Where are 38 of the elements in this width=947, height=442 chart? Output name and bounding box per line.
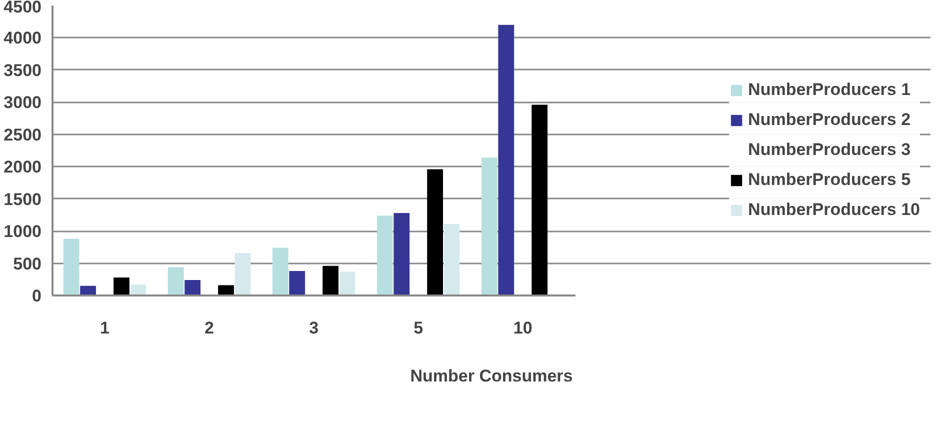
bar [289,271,306,296]
x-tick-label: 3 [309,318,319,338]
bar [322,266,338,296]
bar [184,280,201,296]
y-tick-label: 4000 [4,28,42,48]
text: NumberProducers 3 [748,140,911,160]
bar [234,252,251,296]
legend-label: NumberProducers 5 [748,170,911,190]
y-tick-label: 0 [32,286,42,306]
bar [498,24,514,296]
y-tick-label: 4500 [4,0,42,16]
bar [481,158,498,296]
bar [114,277,130,296]
bar [168,267,184,296]
bar [339,272,356,296]
x-tick-label: 2 [204,318,214,338]
y-tick-label: 2500 [4,125,42,144]
legend-label: NumberProducers 1 [748,80,911,100]
y-tick-label: 2000 [4,158,42,177]
legend-label: NumberProducers 10 [748,200,920,220]
y-tick-label: 1500 [4,190,42,209]
y-tick-label: 500 [13,254,42,274]
bar [394,213,410,296]
bar [532,104,548,296]
bar [272,248,288,296]
legend-label: NumberProducers 2 [748,110,911,130]
x-axis-title: Number Consumers [410,366,573,386]
x-tick-label: 1 [100,318,110,338]
bar [376,216,393,296]
bar [63,238,80,296]
x-tick-label: 10 [513,318,532,338]
bar [427,169,443,296]
x-tick-label: 5 [414,318,424,338]
bar [218,285,234,296]
y-tick-label: 3500 [4,60,42,80]
y-tick-label: 1000 [4,222,42,242]
bar [444,224,460,296]
y-tick-label: 3000 [4,93,42,112]
